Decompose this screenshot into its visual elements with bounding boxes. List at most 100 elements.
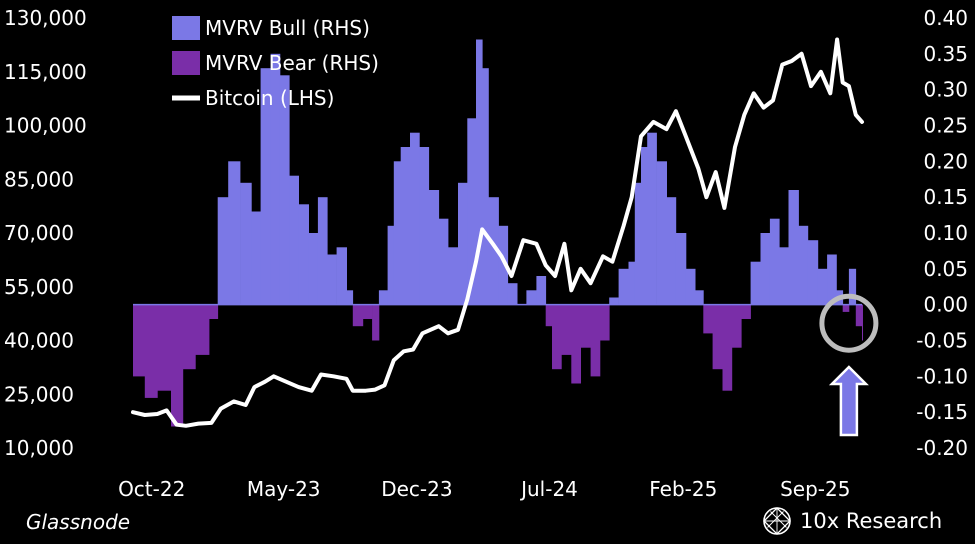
right-tick-label: 0.35 xyxy=(923,42,968,66)
mvrv-bar xyxy=(788,190,799,305)
mvrv-bar xyxy=(675,233,687,305)
mvrv-bar xyxy=(467,118,477,305)
left-tick-label: 25,000 xyxy=(4,382,74,406)
x-tick-label: May-23 xyxy=(247,477,321,501)
mvrv-bar xyxy=(862,304,863,341)
mvrv-bar xyxy=(298,204,309,305)
x-tick-label: Sep-25 xyxy=(780,477,850,501)
mvrv-bar xyxy=(545,304,553,327)
mvrv-bar xyxy=(842,304,850,312)
left-tick-label: 115,000 xyxy=(4,60,87,84)
left-tick-label: 70,000 xyxy=(4,221,74,245)
brand-logo: 10x Research xyxy=(762,506,942,536)
mvrv-bar xyxy=(685,268,696,305)
mvrv-bar xyxy=(798,225,809,305)
mvrv-bar xyxy=(590,304,601,377)
mvrv-bar xyxy=(228,161,241,305)
mvrv-bar xyxy=(536,276,547,305)
mvrv-bar xyxy=(133,304,146,377)
mvrv-bar xyxy=(641,147,648,305)
mvrv-bar xyxy=(182,304,196,370)
left-tick-label: 55,000 xyxy=(4,275,74,299)
highlight-circle xyxy=(819,293,879,353)
mvrv-bar xyxy=(352,304,364,327)
mvrv-bar xyxy=(346,290,354,305)
right-tick-label: -0.20 xyxy=(916,436,968,460)
lattice-logo-icon xyxy=(763,507,791,535)
up-arrow xyxy=(828,365,869,437)
mvrv-bar xyxy=(400,147,411,305)
legend-swatch xyxy=(172,16,200,40)
legend-label: Bitcoin (LHS) xyxy=(205,86,334,110)
right-tick-label: 0.15 xyxy=(923,185,968,209)
x-tick-label: Oct-22 xyxy=(118,477,185,501)
mvrv-bar xyxy=(428,190,440,305)
mvrv-bar xyxy=(289,175,299,305)
mvrv-bar xyxy=(336,247,347,305)
right-tick-label: -0.10 xyxy=(916,364,968,388)
mvrv-bars xyxy=(133,39,863,427)
mvrv-bar xyxy=(240,182,252,305)
mvrv-bar xyxy=(438,218,449,305)
mvrv-bar xyxy=(448,247,459,305)
mvrv-bar xyxy=(498,225,509,305)
right-tick-label: 0.00 xyxy=(923,293,968,317)
mvrv-bar xyxy=(634,182,642,305)
mvrv-bar xyxy=(712,304,723,370)
mvrv-bar xyxy=(144,304,158,398)
right-tick-label: 0.20 xyxy=(923,149,968,173)
mvrv-bar xyxy=(419,147,430,305)
mvrv-bar xyxy=(609,297,619,305)
mvrv-bar xyxy=(855,304,863,327)
mvrv-bar xyxy=(488,197,499,305)
mvrv-bar xyxy=(599,304,610,341)
mvrv-bar xyxy=(807,240,819,305)
mvrv-bar xyxy=(507,283,518,305)
right-tick-label: 0.40 xyxy=(923,6,968,30)
mvrv-bar xyxy=(666,197,677,305)
mvrv-bar xyxy=(270,53,281,305)
mvrv-bar xyxy=(760,233,771,305)
right-axis-ticks: -0.20 -0.15 -0.10 -0.05 0.00 0.05 0.10 0.15 0.20… xyxy=(916,6,968,460)
mvrv-bar xyxy=(571,304,581,384)
mvrv-bar xyxy=(695,290,704,305)
mvrv-bar xyxy=(848,268,857,305)
legend-label: MVRV Bear (RHS) xyxy=(205,51,379,75)
left-tick-label: 100,000 xyxy=(4,114,87,138)
mvrv-bar xyxy=(217,197,229,305)
right-tick-label: -0.05 xyxy=(916,329,968,353)
legend-swatch xyxy=(172,51,200,75)
right-tick-label: 0.05 xyxy=(923,257,968,281)
mvrv-bar xyxy=(362,304,373,319)
mvrv-bar xyxy=(279,75,290,305)
mvrv-bar xyxy=(209,304,219,319)
mvrv-bar xyxy=(618,268,629,305)
mvrv-bar xyxy=(703,304,713,334)
mvrv-bar xyxy=(393,161,401,305)
mvrv-bar xyxy=(561,304,572,355)
mvrv-bar xyxy=(817,268,828,305)
source-label: Glassnode xyxy=(26,510,131,534)
mvrv-bar xyxy=(372,304,380,341)
mvrv-bar xyxy=(476,39,483,305)
mvrv-bar xyxy=(260,68,271,305)
right-tick-label: 0.10 xyxy=(923,221,968,245)
bitcoin-price-line xyxy=(131,37,864,428)
mvrv-bar xyxy=(327,254,337,305)
x-axis-ticks: Oct-22 May-23 Dec-23 Jul-24 Feb-25 Sep-25 xyxy=(118,477,850,501)
mvrv-bar xyxy=(410,132,420,305)
brand-name: 10x Research xyxy=(800,509,943,533)
mvrv-bar xyxy=(526,290,537,305)
right-tick-label: 0.30 xyxy=(923,78,968,102)
x-tick-label: Dec-23 xyxy=(381,477,452,501)
mvrv-bar xyxy=(647,132,657,305)
x-tick-label: Jul-24 xyxy=(519,477,578,501)
legend: MVRV Bull (RHS) MVRV Bear (RHS) Bitcoin (L… xyxy=(172,16,379,110)
mvrv-bar xyxy=(741,304,751,319)
mvrv-bar xyxy=(482,68,489,305)
left-tick-label: 130,000 xyxy=(4,6,87,30)
left-tick-label: 40,000 xyxy=(4,329,74,353)
mvrv-bar xyxy=(779,247,789,305)
annotations xyxy=(819,293,879,437)
mvrv-bar xyxy=(769,218,780,305)
